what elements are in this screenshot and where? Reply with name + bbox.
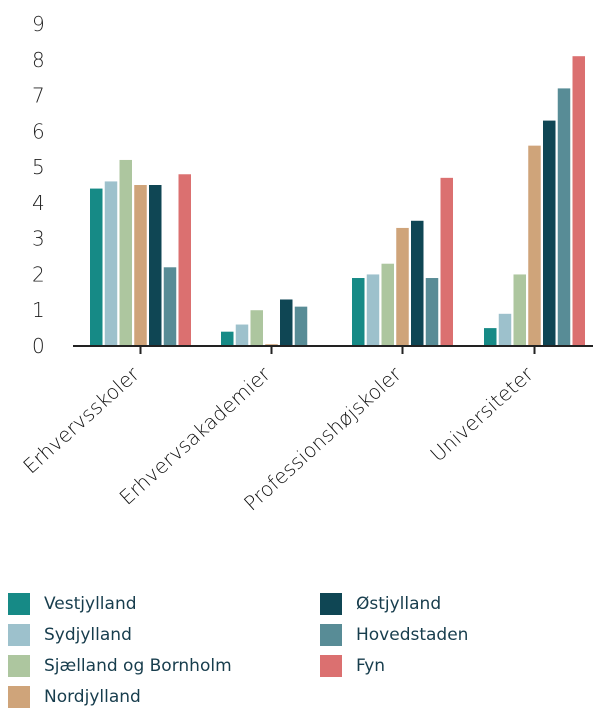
- legend-swatch: [8, 655, 30, 677]
- legend-item: Nordjylland: [8, 685, 141, 709]
- legend-item: Sjælland og Bornholm: [8, 654, 232, 678]
- bar: [119, 159, 132, 346]
- bar: [294, 306, 308, 346]
- bar: [411, 220, 424, 346]
- bar: [543, 120, 556, 346]
- bar: [178, 174, 191, 346]
- y-axis-ticks: 0 1 2 3 4 5 6 7 8 9: [32, 12, 45, 358]
- y-tick-label: 7: [32, 84, 45, 108]
- bar: [572, 56, 585, 346]
- bar: [90, 188, 103, 346]
- legend-swatch: [320, 624, 342, 646]
- chart-svg: 0 1 2 3 4 5 6 7 8 9 ErhvervsskolerErhvervsakademi…: [18, 12, 593, 515]
- legend-swatch: [8, 593, 30, 615]
- bar: [134, 185, 147, 346]
- legend-swatch: [320, 655, 342, 677]
- legend-label: Vestjylland: [44, 594, 137, 614]
- legend-item: Sydjylland: [8, 623, 132, 647]
- y-tick-label: 5: [32, 155, 45, 179]
- bar: [557, 88, 571, 347]
- x-axis-ticks: ErhvervsskolerErhvervsakademierProfessio…: [18, 346, 538, 515]
- x-category-label: Universiteter: [425, 361, 538, 466]
- bar: [104, 181, 118, 346]
- y-tick-label: 2: [32, 262, 45, 286]
- bar: [440, 177, 453, 346]
- legend-swatch: [8, 624, 30, 646]
- y-tick-label: 6: [32, 119, 45, 143]
- bar: [484, 328, 497, 346]
- y-tick-label: 3: [32, 227, 45, 251]
- bar: [250, 310, 263, 346]
- bar: [366, 274, 380, 346]
- bar: [381, 263, 394, 346]
- x-category-label: Erhvervsskoler: [18, 361, 144, 478]
- legend-label: Østjylland: [356, 594, 442, 614]
- bar: [163, 267, 177, 346]
- bar: [149, 185, 162, 346]
- y-tick-label: 1: [32, 298, 45, 322]
- legend-item: Vestjylland: [8, 592, 137, 616]
- bar: [221, 331, 234, 346]
- bar: [235, 324, 249, 346]
- y-tick-label: 9: [32, 12, 45, 36]
- bar: [352, 278, 365, 346]
- bars: [90, 56, 585, 347]
- legend-label: Hovedstaden: [356, 625, 469, 645]
- y-tick-label: 0: [32, 334, 45, 358]
- bar: [513, 274, 526, 346]
- y-tick-label: 8: [32, 48, 45, 72]
- bar: [425, 278, 439, 346]
- legend: Vestjylland Sydjylland Sjælland og Bornh…: [8, 588, 588, 708]
- legend-swatch: [320, 593, 342, 615]
- legend-item: Hovedstaden: [320, 623, 468, 647]
- bar: [498, 313, 512, 346]
- bar: [280, 299, 293, 346]
- legend-label: Fyn: [356, 656, 386, 676]
- legend-label: Sydjylland: [44, 625, 132, 645]
- legend-item: Fyn: [320, 654, 385, 678]
- y-tick-label: 4: [32, 191, 45, 215]
- bar: [528, 145, 541, 346]
- legend-label: Sjælland og Bornholm: [44, 656, 232, 676]
- legend-swatch: [8, 686, 30, 708]
- bar: [396, 227, 409, 346]
- legend-item: Østjylland: [320, 592, 441, 616]
- legend-label: Nordjylland: [44, 687, 141, 707]
